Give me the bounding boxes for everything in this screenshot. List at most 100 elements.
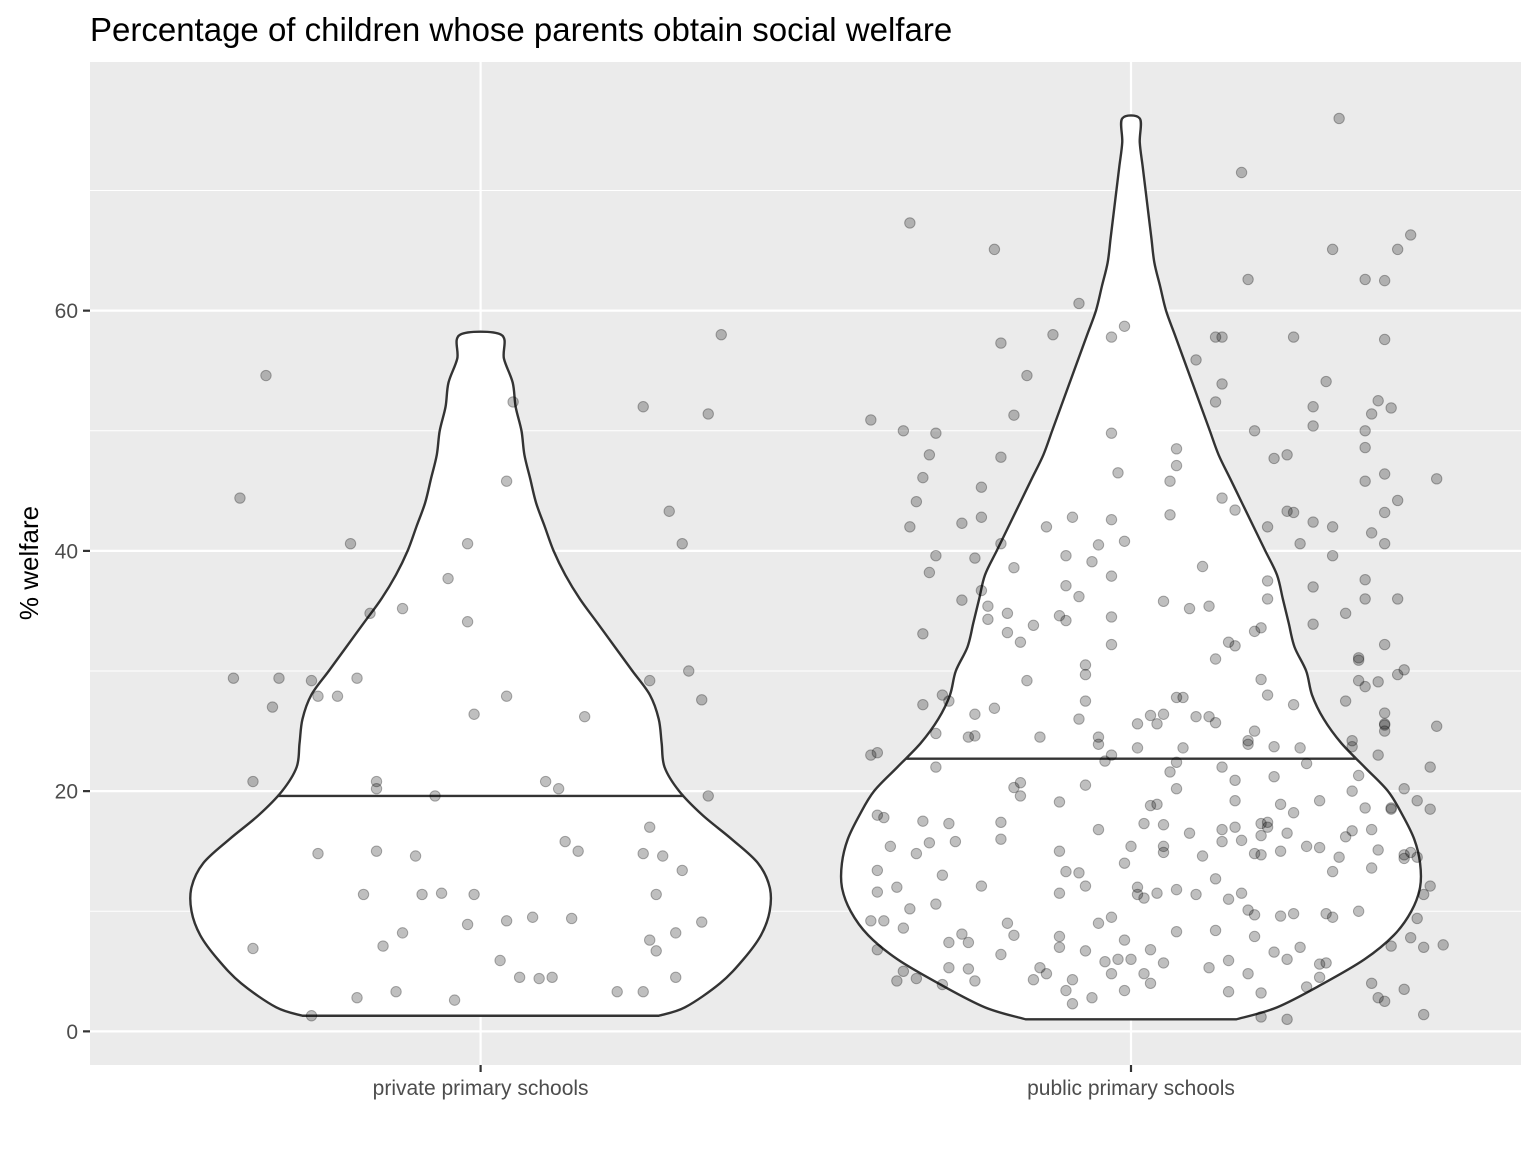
data-point	[1144, 709, 1157, 722]
data-point	[1001, 626, 1014, 639]
data-point	[312, 847, 324, 860]
data-point	[1398, 783, 1410, 795]
data-point	[1073, 867, 1085, 879]
data-point	[930, 727, 942, 740]
data-point	[1008, 781, 1020, 794]
data-point	[1170, 756, 1183, 768]
data-point	[923, 449, 936, 461]
data-point	[1320, 957, 1332, 969]
data-point	[1118, 934, 1131, 946]
data-point	[559, 835, 571, 848]
data-point	[904, 903, 916, 915]
data-point	[1112, 953, 1124, 965]
data-point	[1209, 924, 1222, 937]
data-point	[1339, 607, 1352, 620]
data-point	[637, 986, 649, 998]
data-point	[1086, 555, 1098, 568]
data-point	[1203, 962, 1215, 974]
data-point	[1170, 883, 1183, 896]
data-point	[468, 708, 480, 720]
data-point	[884, 840, 897, 853]
data-point	[1060, 549, 1072, 562]
data-point	[1378, 333, 1391, 346]
data-point	[1378, 718, 1391, 730]
data-point	[995, 816, 1007, 829]
data-point	[644, 674, 656, 687]
data-point	[1365, 527, 1378, 539]
data-point	[962, 963, 975, 975]
data-point	[1170, 783, 1183, 795]
data-point	[442, 572, 454, 585]
data-point	[1385, 940, 1397, 952]
data-point	[1346, 734, 1358, 747]
data-point	[1209, 873, 1222, 885]
data-point	[1365, 823, 1378, 836]
data-point	[1339, 831, 1352, 843]
data-point	[702, 408, 714, 420]
data-point	[1255, 1011, 1267, 1023]
data-point	[1359, 802, 1371, 814]
data-point	[1066, 511, 1079, 523]
data-point	[1125, 953, 1137, 965]
data-point	[1177, 691, 1189, 704]
data-point	[1053, 845, 1066, 857]
data-point	[1079, 668, 1092, 681]
data-point	[1105, 638, 1118, 651]
data-point	[1313, 958, 1326, 970]
data-point	[1164, 509, 1176, 521]
violin-public	[839, 114, 1423, 1021]
data-point	[917, 628, 929, 640]
data-point	[247, 942, 259, 955]
data-point	[1352, 652, 1365, 664]
data-point	[897, 922, 910, 934]
data-point	[696, 916, 708, 928]
data-point	[644, 934, 656, 946]
data-point	[1255, 673, 1267, 686]
data-point	[1034, 731, 1046, 743]
data-point	[982, 600, 994, 612]
data-point	[1222, 636, 1235, 648]
data-point	[683, 665, 695, 677]
data-point	[572, 845, 584, 857]
data-point	[546, 971, 558, 984]
data-point	[305, 1010, 318, 1022]
data-point	[260, 369, 272, 382]
data-point	[416, 888, 428, 901]
data-point	[1294, 537, 1306, 550]
data-point	[995, 537, 1007, 550]
data-point	[897, 425, 910, 437]
data-point	[1242, 273, 1254, 286]
data-point	[1268, 452, 1280, 465]
data-point	[1417, 1008, 1430, 1021]
data-point	[1008, 409, 1020, 421]
data-point	[1151, 887, 1163, 899]
data-point	[975, 511, 988, 523]
data-point	[1313, 971, 1326, 984]
data-point	[930, 898, 942, 910]
data-point	[1372, 844, 1384, 856]
data-point	[943, 817, 955, 830]
data-point	[1021, 674, 1033, 687]
data-point	[930, 427, 942, 439]
data-point	[1079, 695, 1092, 707]
data-point	[930, 761, 942, 773]
data-point	[1404, 931, 1417, 944]
data-point	[1183, 827, 1196, 839]
data-point	[1248, 425, 1261, 437]
data-point	[917, 471, 929, 484]
data-point	[878, 915, 890, 927]
data-point	[1203, 710, 1215, 723]
data-point	[1118, 984, 1131, 997]
data-point	[1346, 825, 1358, 837]
data-point	[1092, 738, 1105, 750]
data-point	[923, 837, 936, 849]
data-point	[1281, 449, 1293, 461]
data-point	[1164, 475, 1176, 487]
data-point	[1099, 755, 1111, 767]
data-point	[1008, 562, 1020, 574]
data-point	[1222, 954, 1235, 967]
data-point	[1157, 819, 1170, 831]
data-point	[1430, 720, 1443, 732]
data-point	[975, 584, 988, 597]
data-point	[975, 481, 988, 493]
